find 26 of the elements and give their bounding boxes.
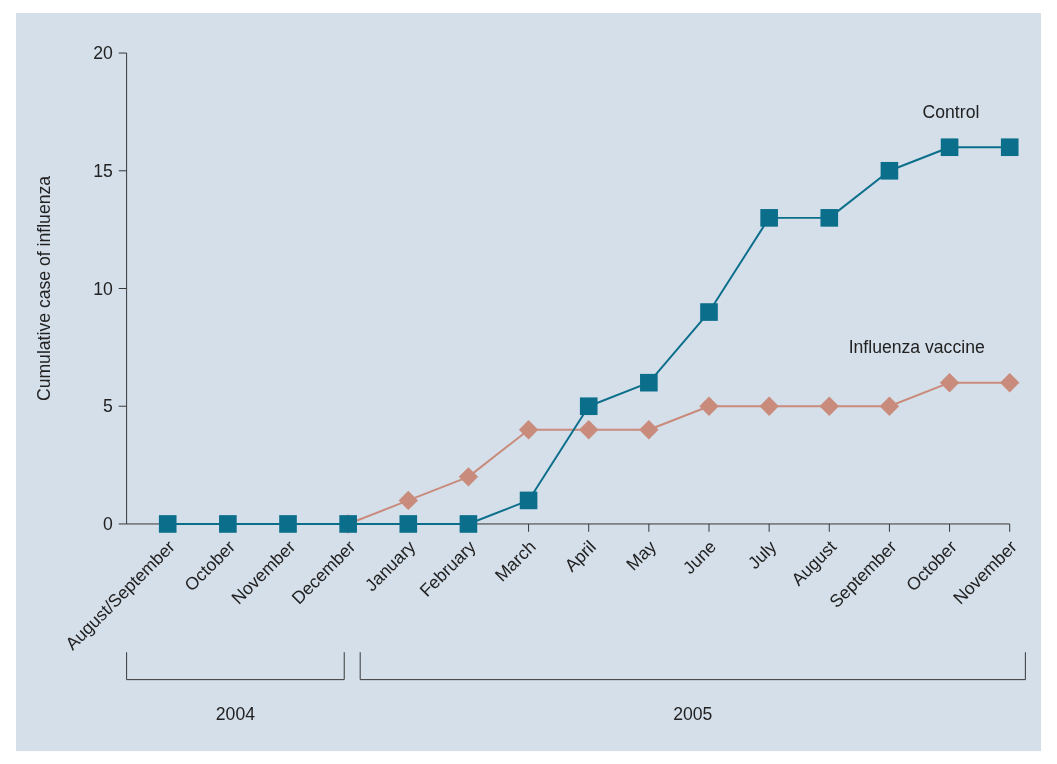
point <box>760 209 778 227</box>
point <box>399 515 418 533</box>
point <box>219 515 237 533</box>
y-axis-title: Cumulative case of influenza <box>34 175 55 402</box>
y-tick-label: 15 <box>93 160 114 181</box>
point <box>640 373 658 392</box>
point <box>700 303 718 321</box>
text: 2004 <box>215 703 256 724</box>
y-tick-label: 0 <box>103 514 114 535</box>
point <box>459 515 478 533</box>
series-label: Influenza vaccine <box>848 337 985 358</box>
point <box>579 397 598 416</box>
point <box>1000 138 1019 157</box>
series-label: Control <box>922 101 980 122</box>
point <box>880 161 899 180</box>
point <box>820 209 839 227</box>
point <box>458 467 479 487</box>
point <box>519 491 538 510</box>
y-tick-label: 10 <box>93 278 114 299</box>
y-tick-label: 5 <box>103 396 114 417</box>
point <box>279 515 297 533</box>
text: 2005 <box>673 703 713 724</box>
point <box>158 515 177 533</box>
point <box>940 138 959 157</box>
x-tick-label: July <box>743 536 781 573</box>
y-tick-label: 20 <box>93 43 114 64</box>
